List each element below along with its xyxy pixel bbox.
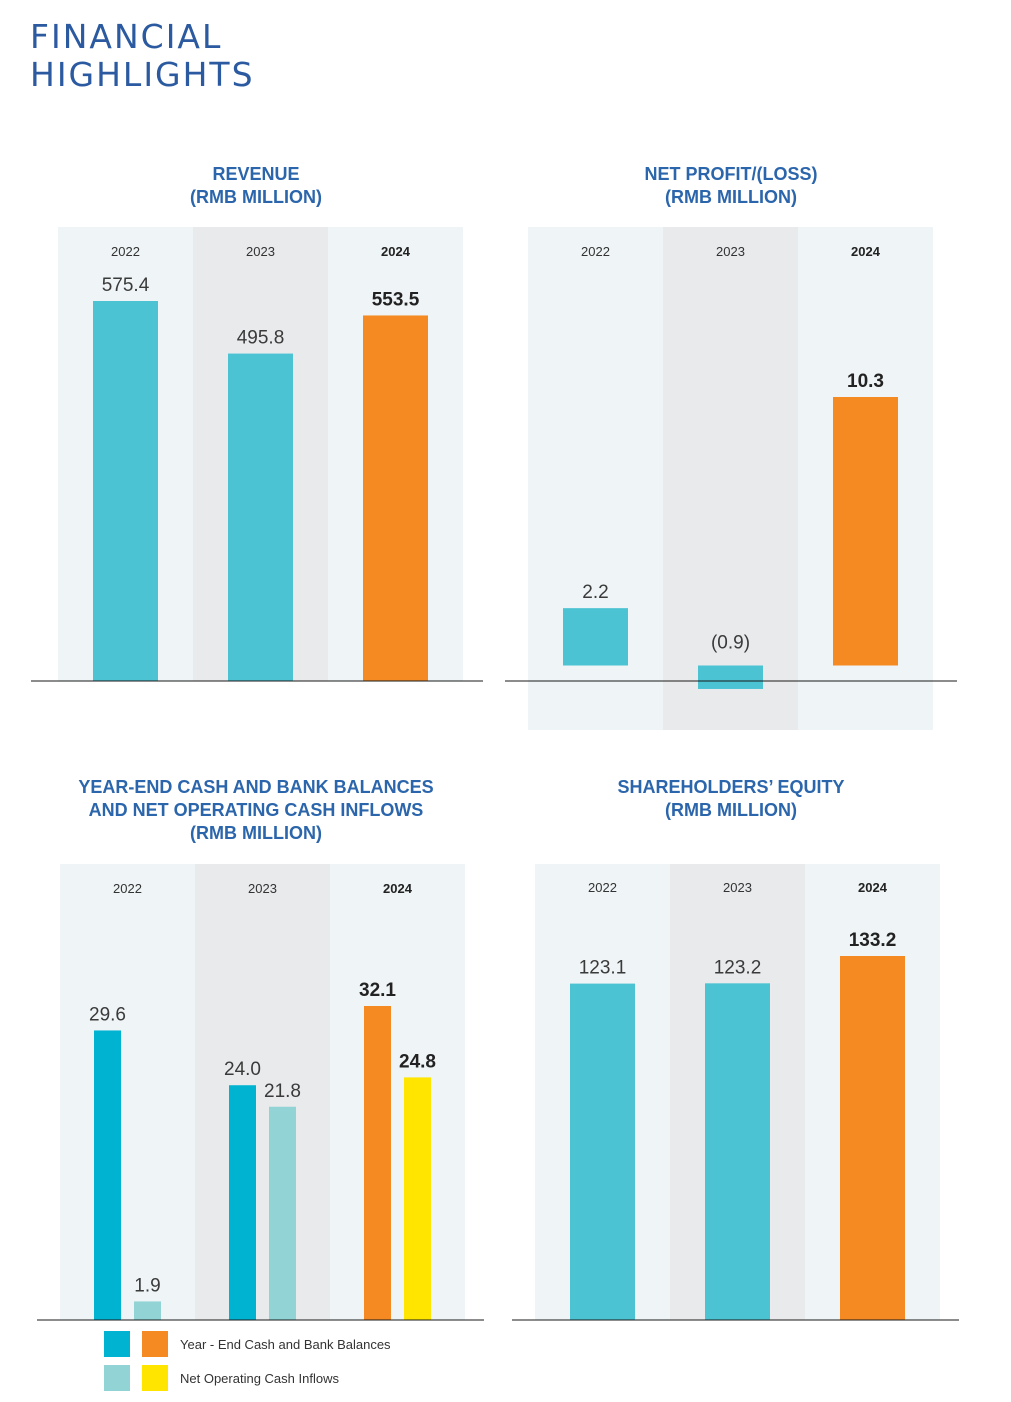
chart-title-line: SHAREHOLDERS’ EQUITY [617,777,844,797]
legend-swatch [104,1365,130,1391]
year-panel-2023 [663,227,798,730]
year-panel-2024 [330,864,465,1320]
data-label-net-profit-2024: 10.3 [847,371,884,392]
data-label-cash-2024-s1: 24.8 [399,1051,436,1072]
year-label-2023: 2023 [246,244,275,259]
legend-swatch [142,1365,168,1391]
chart-title-line: (RMB MILLION) [190,187,322,207]
data-label-revenue-2024: 553.5 [372,289,420,310]
year-label-2023: 2023 [248,881,277,896]
legend-label: Year - End Cash and Bank Balances [180,1337,391,1352]
year-label-2024: 2024 [858,880,888,895]
bar-cash-2024-s1 [404,1077,431,1320]
bar-equity-2022 [570,983,635,1320]
legend-swatch [142,1331,168,1357]
page-title-line-1: FINANCIAL [30,17,223,56]
data-label-cash-2022-s0: 29.6 [89,1004,126,1025]
legend-label: Net Operating Cash Inflows [180,1371,339,1386]
year-label-2023: 2023 [716,244,745,259]
bar-cash-2023-s0 [229,1085,256,1320]
data-label-net-profit-2023: (0.9) [711,633,750,654]
data-label-net-profit-2022: 2.2 [582,582,608,603]
bar-revenue-2022 [93,301,158,681]
bar-cash-2023-s1 [269,1106,296,1320]
chart-title-line: AND NET OPERATING CASH INFLOWS [89,800,424,820]
bar-cash-2022-s1 [134,1301,161,1320]
bar-net-profit-2022 [563,608,628,666]
data-label-revenue-2023: 495.8 [237,328,285,349]
data-label-equity-2022: 123.1 [579,958,627,979]
year-label-2024: 2024 [383,881,413,896]
bar-cash-2022-s0 [94,1030,121,1320]
year-panel-2023 [195,864,330,1320]
year-label-2022: 2022 [111,244,140,259]
data-label-cash-2023-s0: 24.0 [224,1059,261,1080]
data-label-equity-2024: 133.2 [849,930,897,951]
chart-title-line: REVENUE [212,164,299,184]
chart-title-line: YEAR-END CASH AND BANK BALANCES [78,777,433,797]
page-title-line-2: HIGHLIGHTS [30,55,255,94]
data-label-cash-2023-s1: 21.8 [264,1081,301,1102]
data-label-cash-2024-s0: 32.1 [359,980,396,1001]
bar-equity-2023 [705,983,770,1320]
year-label-2022: 2022 [588,880,617,895]
data-label-revenue-2022: 575.4 [102,275,150,296]
bar-cash-2024-s0 [364,1006,391,1320]
bar-net-profit-2024 [833,397,898,666]
bar-equity-2024 [840,956,905,1320]
legend-swatch [104,1331,130,1357]
year-label-2022: 2022 [581,244,610,259]
bar-revenue-2024 [363,315,428,681]
chart-title-line: (RMB MILLION) [665,800,797,820]
chart-title-line: (RMB MILLION) [190,823,322,843]
year-label-2024: 2024 [381,244,411,259]
bar-revenue-2023 [228,353,293,681]
year-label-2023: 2023 [723,880,752,895]
bar-net-profit-2023 [698,665,763,689]
year-label-2022: 2022 [113,881,142,896]
data-label-cash-2022-s1: 1.9 [134,1275,160,1296]
chart-title-line: NET PROFIT/(LOSS) [645,164,818,184]
year-label-2024: 2024 [851,244,881,259]
data-label-equity-2023: 123.2 [714,957,762,978]
chart-title-line: (RMB MILLION) [665,187,797,207]
page-title: FINANCIAL HIGHLIGHTS [30,18,255,94]
year-panel-2022 [60,864,195,1320]
